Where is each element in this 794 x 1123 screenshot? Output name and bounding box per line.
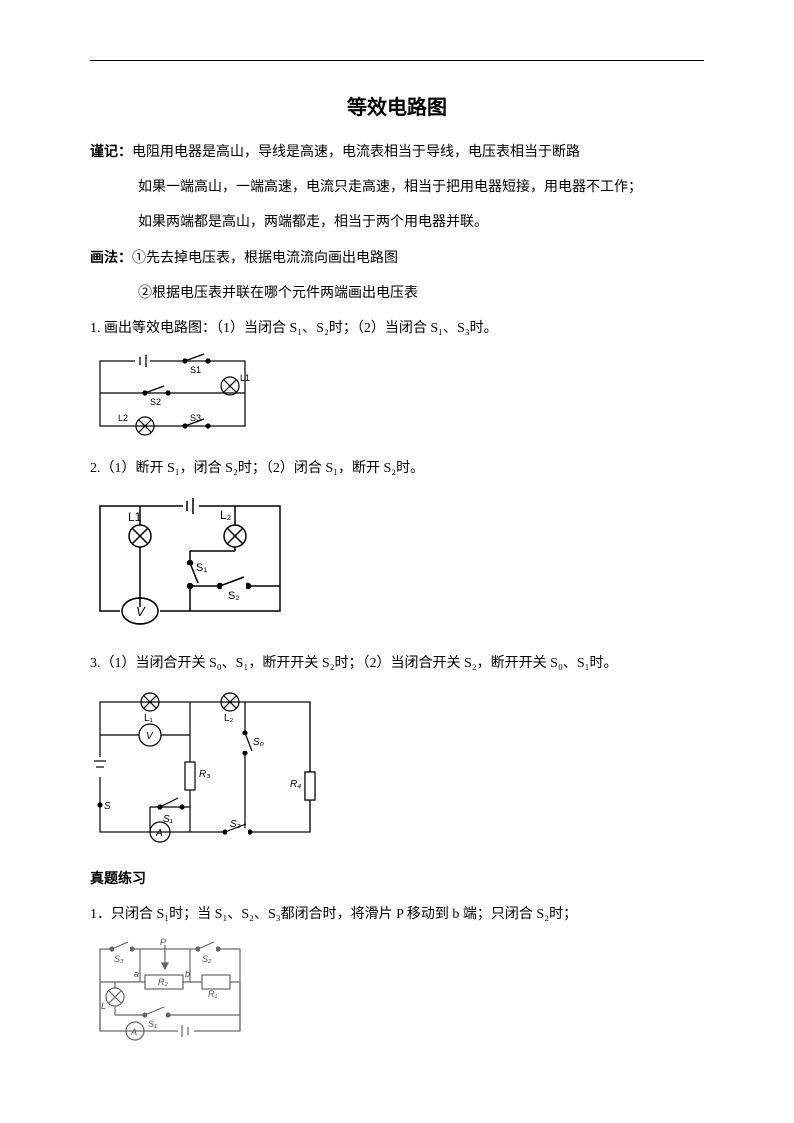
question-1-text: 1. 画出等效电路图：（1）当闭合 S₁、S₂时；（2）当闭合 S₁、S₃时。 [90,316,704,341]
label-l-4: L [101,1001,106,1011]
notes-line-2: 如果一端高山，一端高速，电流只走高速，相当于把用电器短接，用电器不工作； [90,175,704,200]
notes-label: 谨记： [90,145,132,160]
practice-q1: 1．只闭合 S₁时；当 S₁、S₂、S₃都闭合时，将滑片 P 移动到 b 端；只… [90,902,704,927]
label-s2-3: S₂ [230,819,241,830]
label-s2: S2 [150,397,161,407]
label-s1: S1 [190,365,201,375]
method-line-2: ②根据电压表并联在哪个元件两端画出电压表 [90,281,704,306]
page-title: 等效电路图 [90,91,704,120]
question-3-text: 3.（1）当闭合开关 S₀、S₁，断开开关 S₂时；（2）当闭合开关 S₂，断开… [90,651,704,676]
method-label: 画法： [90,251,132,266]
question-2-text: 2.（1）断开 S₁，闭合 S₂时；（2）闭合 S₁，断开 S₂时。 [90,456,704,481]
label-v-3: V [146,731,154,742]
circuit-diagram-4: S₃ P S₂ a R₂ b R₁ L S₁ A [90,937,250,1042]
label-l2: L2 [118,413,128,423]
practice-title: 真题练习 [90,867,704,892]
label-r3: R₃ [199,769,210,780]
label-s1-4: S₁ [148,1019,157,1029]
label-s3: S3 [190,413,201,423]
circuit-diagram-3: L₁ L₂ V S₀ R₃ R₄ S S₁ S₂ A [90,687,320,847]
label-p-4: P [160,937,166,947]
notes-text-1: 电阻用电器是高山，导线是高速，电流表相当于导线，电压表相当于断路 [132,145,580,160]
label-s2-2: S₂ [228,590,240,602]
method-line-1: 画法：①先去掉电压表，根据电流流向画出电路图 [90,246,704,271]
label-s0-3: S₀ [253,737,264,748]
diagram-3: L₁ L₂ V S₀ R₃ R₄ S S₁ S₂ A [90,687,704,847]
label-l2-3: L₂ [224,713,234,724]
diagram-1: S1 S2 S3 L1 L2 [90,351,704,436]
label-r2-4: R₂ [158,977,168,987]
label-s1-2: S₁ [196,562,207,574]
label-a-4: a [134,969,139,979]
label-l1: L1 [240,373,250,383]
label-s-3: S [104,801,111,812]
label-v: V [136,604,146,619]
label-l2-2: L₂ [220,508,232,522]
label-s1-3: S₁ [163,814,173,825]
diagram-2: L1 L₂ S₁ S₂ V [90,491,704,631]
circuit-diagram-2: L1 L₂ S₁ S₂ V [90,491,290,631]
label-a-3: A [155,828,163,839]
diagram-4: S₃ P S₂ a R₂ b R₁ L S₁ A [90,937,704,1042]
label-amp-4: A [130,1027,137,1037]
label-r1-4: R₁ [208,989,217,999]
label-s3-4: S₃ [114,954,124,964]
label-s2-4: S₂ [202,954,212,964]
notes-line-1: 谨记：电阻用电器是高山，导线是高速，电流表相当于导线，电压表相当于断路 [90,140,704,165]
notes-line-3: 如果两端都是高山，两端都走，相当于两个用电器并联。 [90,210,704,235]
label-r4: R₄ [290,779,301,790]
label-l1-3: L₁ [144,713,154,724]
label-b-4: b [185,969,190,979]
method-text-1: ①先去掉电压表，根据电流流向画出电路图 [132,251,398,266]
circuit-diagram-1: S1 S2 S3 L1 L2 [90,351,255,436]
label-l1-2: L1 [128,510,142,524]
page-top-rule [90,60,704,61]
